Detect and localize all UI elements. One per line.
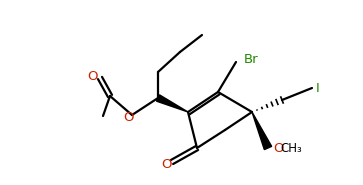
- Text: O: O: [123, 110, 133, 124]
- Text: Br: Br: [244, 53, 258, 65]
- Text: O: O: [161, 159, 171, 171]
- Text: O: O: [273, 142, 284, 156]
- Polygon shape: [252, 112, 272, 150]
- Text: CH₃: CH₃: [280, 142, 302, 156]
- Polygon shape: [156, 95, 188, 112]
- Text: O: O: [88, 70, 98, 83]
- Text: I: I: [316, 82, 320, 95]
